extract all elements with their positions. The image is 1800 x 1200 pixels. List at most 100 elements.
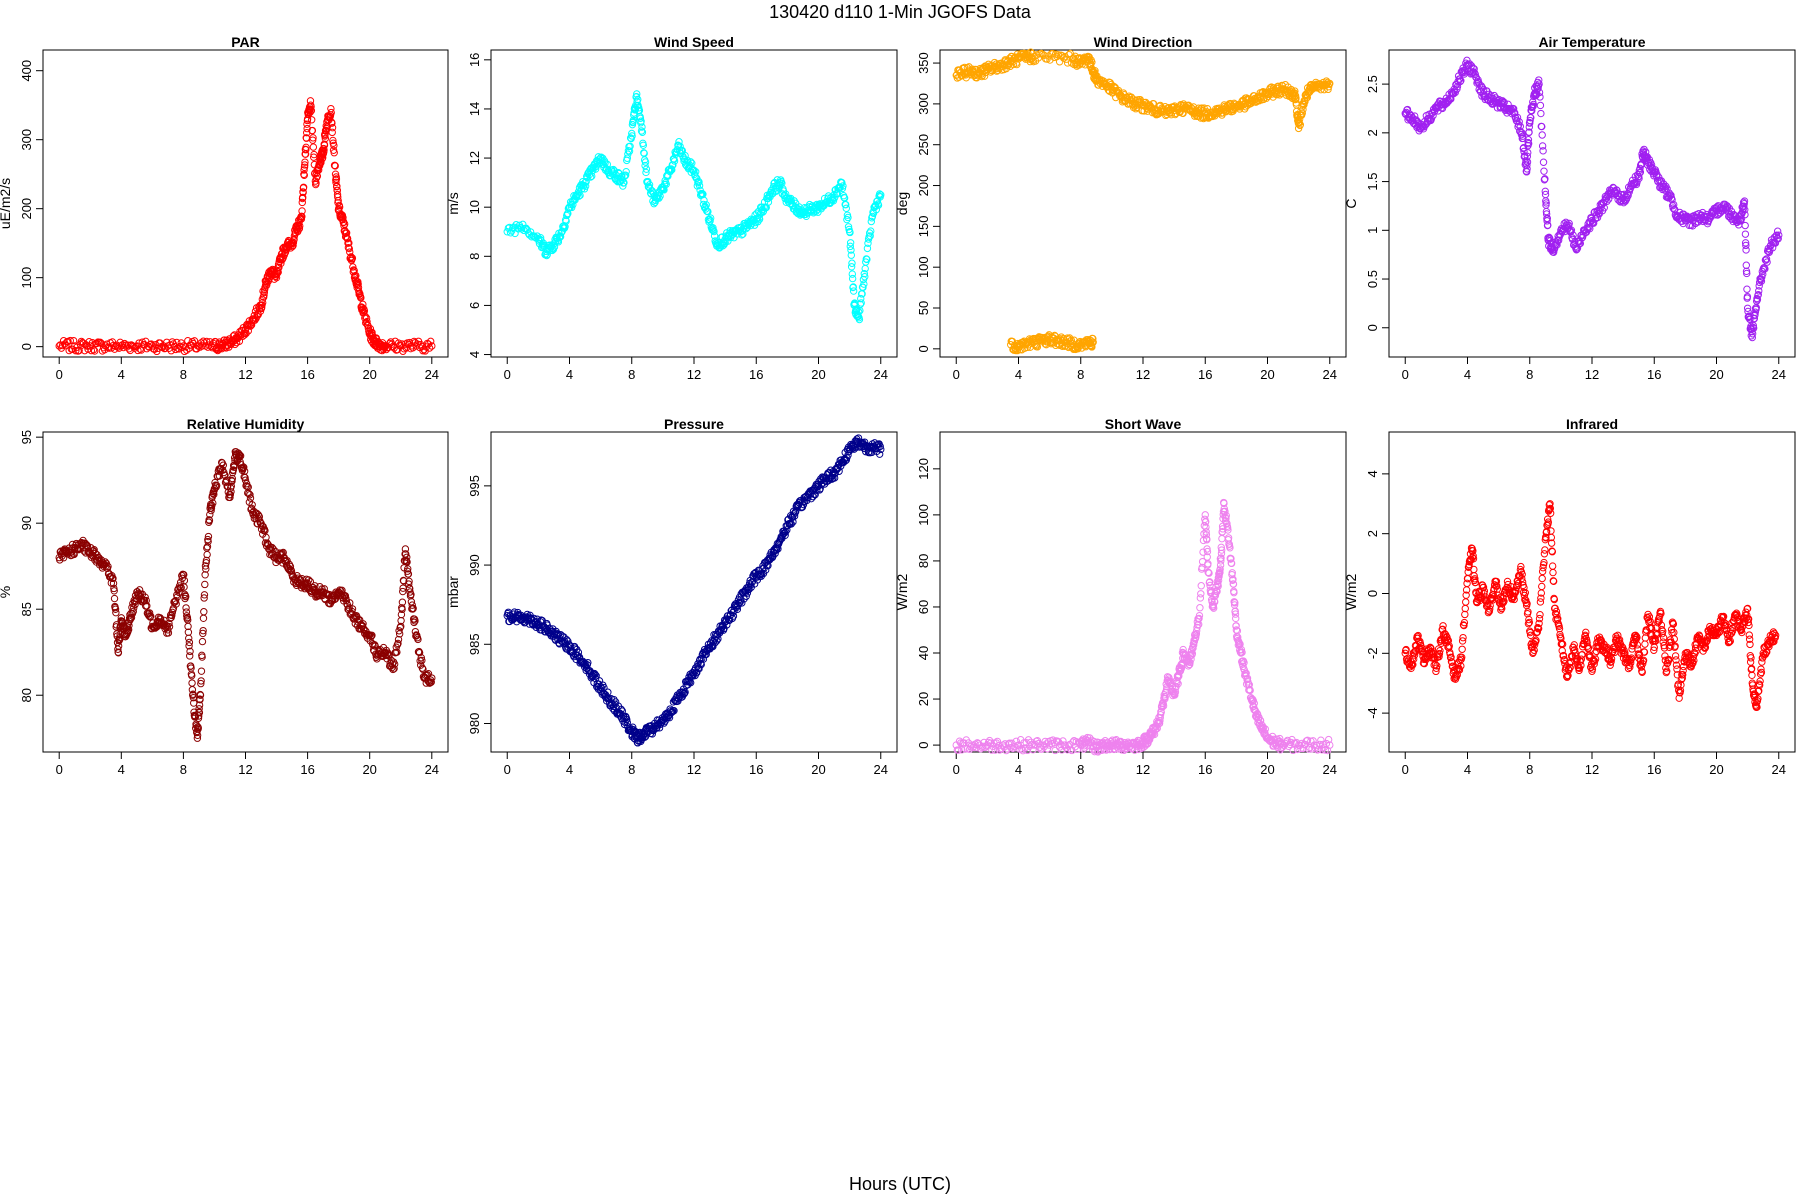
y-tick-label: 250	[916, 134, 931, 156]
data-point-fill	[260, 291, 268, 299]
x-tick-label: 8	[1077, 762, 1084, 777]
y-tick-label: 14	[467, 102, 482, 116]
x-tick-label: 4	[1015, 367, 1022, 382]
data-point-fill	[242, 329, 250, 338]
x-tick-label: 24	[1772, 367, 1786, 382]
plot-frame	[939, 431, 1347, 753]
data-point-fill	[306, 108, 314, 117]
y-tick-label: 6	[467, 302, 482, 309]
panel-title-relative-humidity: Relative Humidity	[187, 416, 305, 432]
points-wind-direction	[952, 48, 1334, 355]
y-axis-label-par: uE/m2/s	[0, 178, 13, 229]
x-tick-label: 24	[425, 762, 439, 777]
data-point-fill	[275, 263, 283, 272]
data-point-fill	[372, 334, 381, 342]
data-point-fill	[639, 141, 648, 149]
data-point-fill	[343, 234, 352, 243]
data-point-fill	[345, 239, 353, 247]
y-tick-label: 85	[19, 602, 34, 616]
shared-x-axis-label: Hours (UTC)	[849, 1174, 951, 1194]
y-tick-label: 990	[467, 554, 482, 576]
x-tick-label: 4	[118, 762, 125, 777]
y-tick-label: 150	[916, 216, 931, 238]
data-point-fill	[626, 134, 635, 142]
data-point-fill	[66, 336, 74, 345]
data-point-fill	[1743, 285, 1751, 293]
y-tick-label: 300	[916, 93, 931, 115]
x-tick-label: 12	[1136, 367, 1150, 382]
x-tick-label: 16	[749, 762, 763, 777]
data-point-fill	[119, 343, 128, 352]
data-point-fill	[308, 116, 316, 124]
y-tick-label: 2	[1365, 129, 1380, 136]
data-point-fill	[258, 298, 267, 307]
data-point-fill	[349, 263, 357, 271]
data-point-fill	[638, 123, 646, 131]
y-tick-label: 200	[19, 198, 34, 220]
data-point-fill	[344, 243, 353, 252]
panel-title-wind-speed: Wind Speed	[654, 34, 734, 50]
points-wind-speed	[503, 90, 885, 324]
y-tick-label: 980	[467, 713, 482, 735]
x-tick-label: 20	[811, 762, 825, 777]
data-point-fill	[636, 114, 645, 123]
points-relative-humidity	[55, 448, 436, 742]
x-tick-label: 16	[300, 762, 314, 777]
x-tick-label: 12	[687, 762, 701, 777]
y-tick-label: 60	[916, 600, 931, 614]
x-tick-label: 8	[1526, 367, 1533, 382]
data-point-fill	[302, 146, 310, 154]
data-point-fill	[309, 136, 317, 144]
x-tick-label: 12	[238, 762, 252, 777]
x-tick-label: 8	[180, 367, 187, 382]
data-point-fill	[329, 136, 337, 145]
points-par	[55, 97, 436, 356]
data-point-fill	[309, 143, 318, 151]
data-point-fill	[1742, 261, 1750, 269]
data-point-fill	[357, 294, 365, 302]
data-point-fill	[621, 171, 630, 179]
y-tick-label: 8	[467, 253, 482, 260]
data-point-fill	[622, 167, 630, 176]
data-point-fill	[550, 243, 559, 251]
data-point-fill	[522, 224, 530, 233]
data-point-fill	[128, 341, 137, 350]
x-tick-label: 16	[1198, 367, 1212, 382]
data-point-fill	[257, 303, 266, 312]
data-point-fill	[633, 90, 641, 98]
y-tick-label: 80	[916, 554, 931, 568]
data-point-fill	[382, 345, 391, 354]
data-point-fill	[299, 183, 308, 191]
data-point-fill	[562, 217, 570, 225]
data-point-fill	[300, 171, 308, 179]
data-point-fill	[147, 340, 155, 348]
data-point-fill	[339, 213, 347, 222]
data-point-fill	[309, 134, 317, 142]
y-tick-label: 100	[916, 256, 931, 278]
data-point-fill	[601, 159, 609, 167]
data-point-fill	[307, 103, 315, 111]
data-point-fill	[333, 182, 341, 190]
data-point-fill	[299, 188, 307, 197]
data-point-fill	[582, 177, 590, 186]
data-point-fill	[354, 280, 362, 288]
x-tick-label: 16	[749, 367, 763, 382]
y-tick-label: 400	[19, 60, 34, 82]
data-point-fill	[274, 268, 282, 276]
data-point-fill	[642, 168, 650, 177]
data-point-fill	[314, 166, 323, 174]
data-point-fill	[302, 143, 310, 152]
data-point-fill	[342, 229, 351, 237]
data-point	[628, 129, 636, 138]
data-point	[412, 342, 420, 350]
y-axis-label-wind-speed: m/s	[445, 192, 461, 215]
y-tick-label: 0	[916, 741, 931, 748]
y-axis-label-short-wave: W/m2	[894, 574, 910, 611]
y-tick-label: 16	[467, 53, 482, 67]
data-point-fill	[85, 338, 93, 346]
data-point-fill	[618, 172, 626, 181]
plot-frame	[42, 49, 449, 358]
data-point-fill	[360, 307, 369, 315]
